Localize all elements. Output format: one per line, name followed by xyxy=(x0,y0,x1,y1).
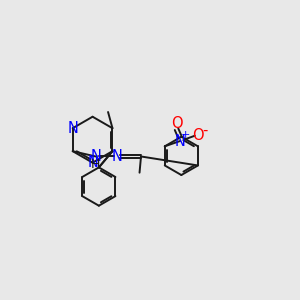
Text: O: O xyxy=(171,116,182,131)
Text: N: N xyxy=(175,134,185,148)
Text: O: O xyxy=(193,128,204,143)
Text: N: N xyxy=(90,149,101,164)
Text: -: - xyxy=(202,123,208,138)
Text: +: + xyxy=(181,130,190,140)
Text: N: N xyxy=(67,121,78,136)
Text: H: H xyxy=(91,158,100,171)
Text: N: N xyxy=(111,149,122,164)
Text: N: N xyxy=(87,155,98,170)
